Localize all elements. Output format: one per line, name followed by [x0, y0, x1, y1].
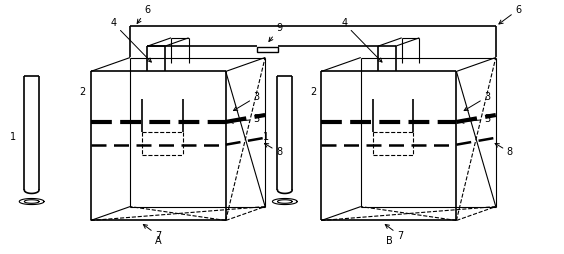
Text: B: B — [386, 236, 393, 246]
Text: 4: 4 — [111, 19, 151, 62]
Text: 3: 3 — [233, 92, 260, 110]
Text: 9: 9 — [269, 23, 282, 41]
Text: 3: 3 — [464, 92, 491, 110]
Text: 5: 5 — [230, 114, 260, 124]
Text: 2: 2 — [79, 87, 85, 97]
Bar — [257, 47, 278, 53]
Text: 2: 2 — [310, 87, 316, 97]
Text: 6: 6 — [499, 5, 521, 24]
Text: 4: 4 — [341, 19, 382, 62]
Text: 1: 1 — [263, 132, 269, 142]
Text: 1: 1 — [10, 132, 16, 142]
Text: 8: 8 — [495, 144, 513, 157]
Text: 8: 8 — [265, 144, 282, 157]
Text: 6: 6 — [137, 5, 150, 23]
Text: 5: 5 — [460, 114, 491, 124]
Text: A: A — [155, 236, 161, 246]
Text: 7: 7 — [385, 225, 403, 241]
Text: 7: 7 — [143, 225, 161, 241]
